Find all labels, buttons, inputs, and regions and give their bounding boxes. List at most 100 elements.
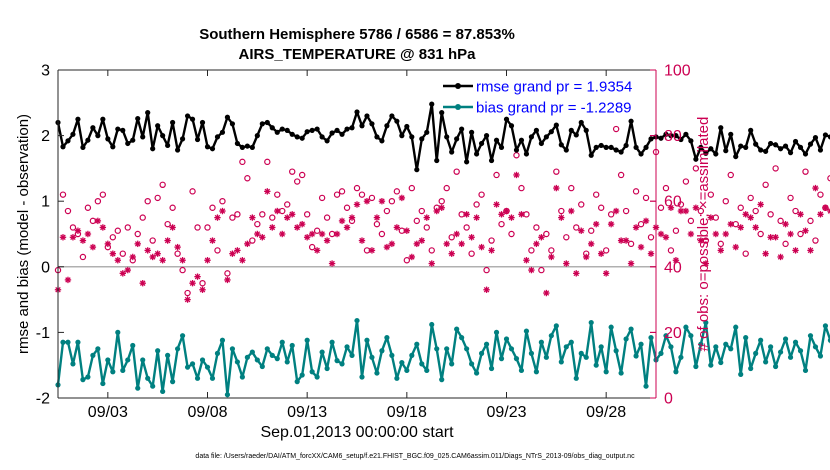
obs-assimilated-point — [139, 280, 146, 287]
obs-possible-point — [588, 227, 595, 234]
obs-assimilated-stroke — [503, 208, 510, 214]
x-tick-label: 09/08 — [187, 404, 227, 421]
bias-point — [797, 348, 804, 354]
obs-assimilated-point — [308, 230, 316, 238]
rmse-point — [508, 123, 515, 129]
obs-assimilated-point — [667, 204, 675, 211]
obs-assimilated-point — [568, 207, 575, 215]
obs-assimilated-point — [229, 250, 236, 257]
bias-point — [543, 354, 549, 360]
obs-assimilated-point — [518, 211, 525, 218]
obs-assimilated-point — [383, 243, 391, 251]
bias-point — [698, 341, 704, 347]
obs-assimilated-stroke — [254, 231, 261, 237]
legend-rmse-label: rmse grand pr = 1.9354 — [476, 79, 632, 96]
obs-possible-point — [722, 197, 729, 205]
rmse-point — [294, 134, 300, 140]
rmse-point — [668, 133, 674, 139]
bias-point — [668, 344, 674, 350]
obs-possible-point — [239, 158, 246, 166]
chart-subtitle: AIRS_TEMPERATURE @ 831 hPa — [238, 46, 476, 63]
obs-assimilated-stroke — [149, 254, 156, 260]
bias-point — [219, 337, 226, 343]
bias-point — [155, 348, 161, 354]
obs-possible-point — [338, 188, 346, 195]
obs-assimilated-stroke — [638, 244, 644, 250]
obs-assimilated-stroke — [678, 208, 684, 214]
obs-assimilated-point — [498, 211, 505, 218]
obs-assimilated-stroke — [523, 257, 530, 264]
rmse-point — [379, 138, 385, 144]
rmse-point — [483, 133, 490, 139]
obs-assimilated-point — [528, 266, 535, 274]
bias-point — [703, 319, 709, 326]
bias-point — [553, 323, 559, 329]
obs-assimilated-point — [179, 257, 186, 264]
y-left-tick-label: 0 — [41, 259, 50, 276]
obs-assimilated-stroke — [105, 241, 111, 247]
obs-possible-point — [762, 181, 769, 188]
bias-point — [170, 379, 176, 385]
obs-assimilated-stroke — [807, 247, 814, 254]
bias-point — [304, 337, 310, 343]
bias-point — [777, 349, 784, 355]
obs-assimilated-stroke — [528, 267, 535, 273]
obs-assimilated-stroke — [209, 237, 216, 244]
obs-possible-point — [533, 224, 540, 231]
obs-possible-point — [488, 237, 495, 244]
obs-possible-point — [114, 227, 122, 234]
rmse-point — [224, 114, 231, 120]
rmse-point — [304, 129, 310, 135]
obs-assimilated-stroke — [538, 234, 545, 241]
bias-point — [259, 363, 265, 370]
obs-assimilated-point — [119, 270, 126, 277]
obs-assimilated-point — [443, 240, 450, 248]
obs-assimilated-stroke — [593, 221, 599, 227]
bias-point — [209, 375, 216, 381]
rmse-point — [713, 151, 719, 157]
bias-point — [80, 377, 86, 383]
obs-assimilated-point — [348, 214, 356, 221]
obs-assimilated-point — [508, 214, 515, 221]
obs-assimilated-stroke — [817, 211, 824, 218]
obs-possible-point — [119, 250, 126, 257]
obs-assimilated-stroke — [648, 250, 654, 257]
bias-point — [389, 352, 395, 358]
obs-assimilated-stroke — [553, 185, 560, 191]
obs-assimilated-stroke — [568, 208, 575, 214]
legend-rmse-marker — [455, 83, 461, 89]
obs-possible-point — [179, 266, 186, 274]
bias-point — [334, 358, 340, 364]
obs-assimilated-stroke — [65, 277, 71, 283]
obs-assimilated-stroke — [174, 244, 181, 250]
rmse-point — [802, 151, 809, 157]
obs-assimilated-stroke — [125, 267, 131, 273]
obs-assimilated-stroke — [384, 244, 390, 250]
legend: rmse grand pr = 1.9354 bias grand pr = -1… — [443, 79, 632, 117]
obs-assimilated-stroke — [129, 254, 136, 260]
obs-assimilated-point — [413, 240, 420, 248]
bias-point — [394, 375, 400, 381]
bias-point — [379, 348, 385, 354]
obs-possible-point — [259, 211, 266, 218]
rmse-point — [797, 144, 804, 151]
bias-point — [787, 354, 794, 360]
rmse-point — [563, 147, 569, 153]
rmse-point — [777, 146, 784, 152]
obs-assimilated-stroke — [827, 208, 830, 212]
obs-assimilated-point — [478, 243, 485, 251]
rmse-point — [498, 144, 505, 151]
obs-possible-point — [747, 194, 754, 202]
bias-point — [384, 335, 390, 341]
obs-possible-point — [159, 181, 166, 188]
rmse-point — [738, 143, 744, 149]
rmse-point — [364, 113, 370, 119]
bias-point — [344, 344, 350, 350]
rmse-point — [583, 127, 589, 133]
obs-assimilated-stroke — [573, 270, 580, 277]
rmse-point — [688, 138, 694, 144]
bias-point — [713, 344, 719, 350]
obs-assimilated-stroke — [663, 234, 669, 241]
bias-point — [528, 350, 535, 356]
rmse-point — [140, 134, 146, 140]
